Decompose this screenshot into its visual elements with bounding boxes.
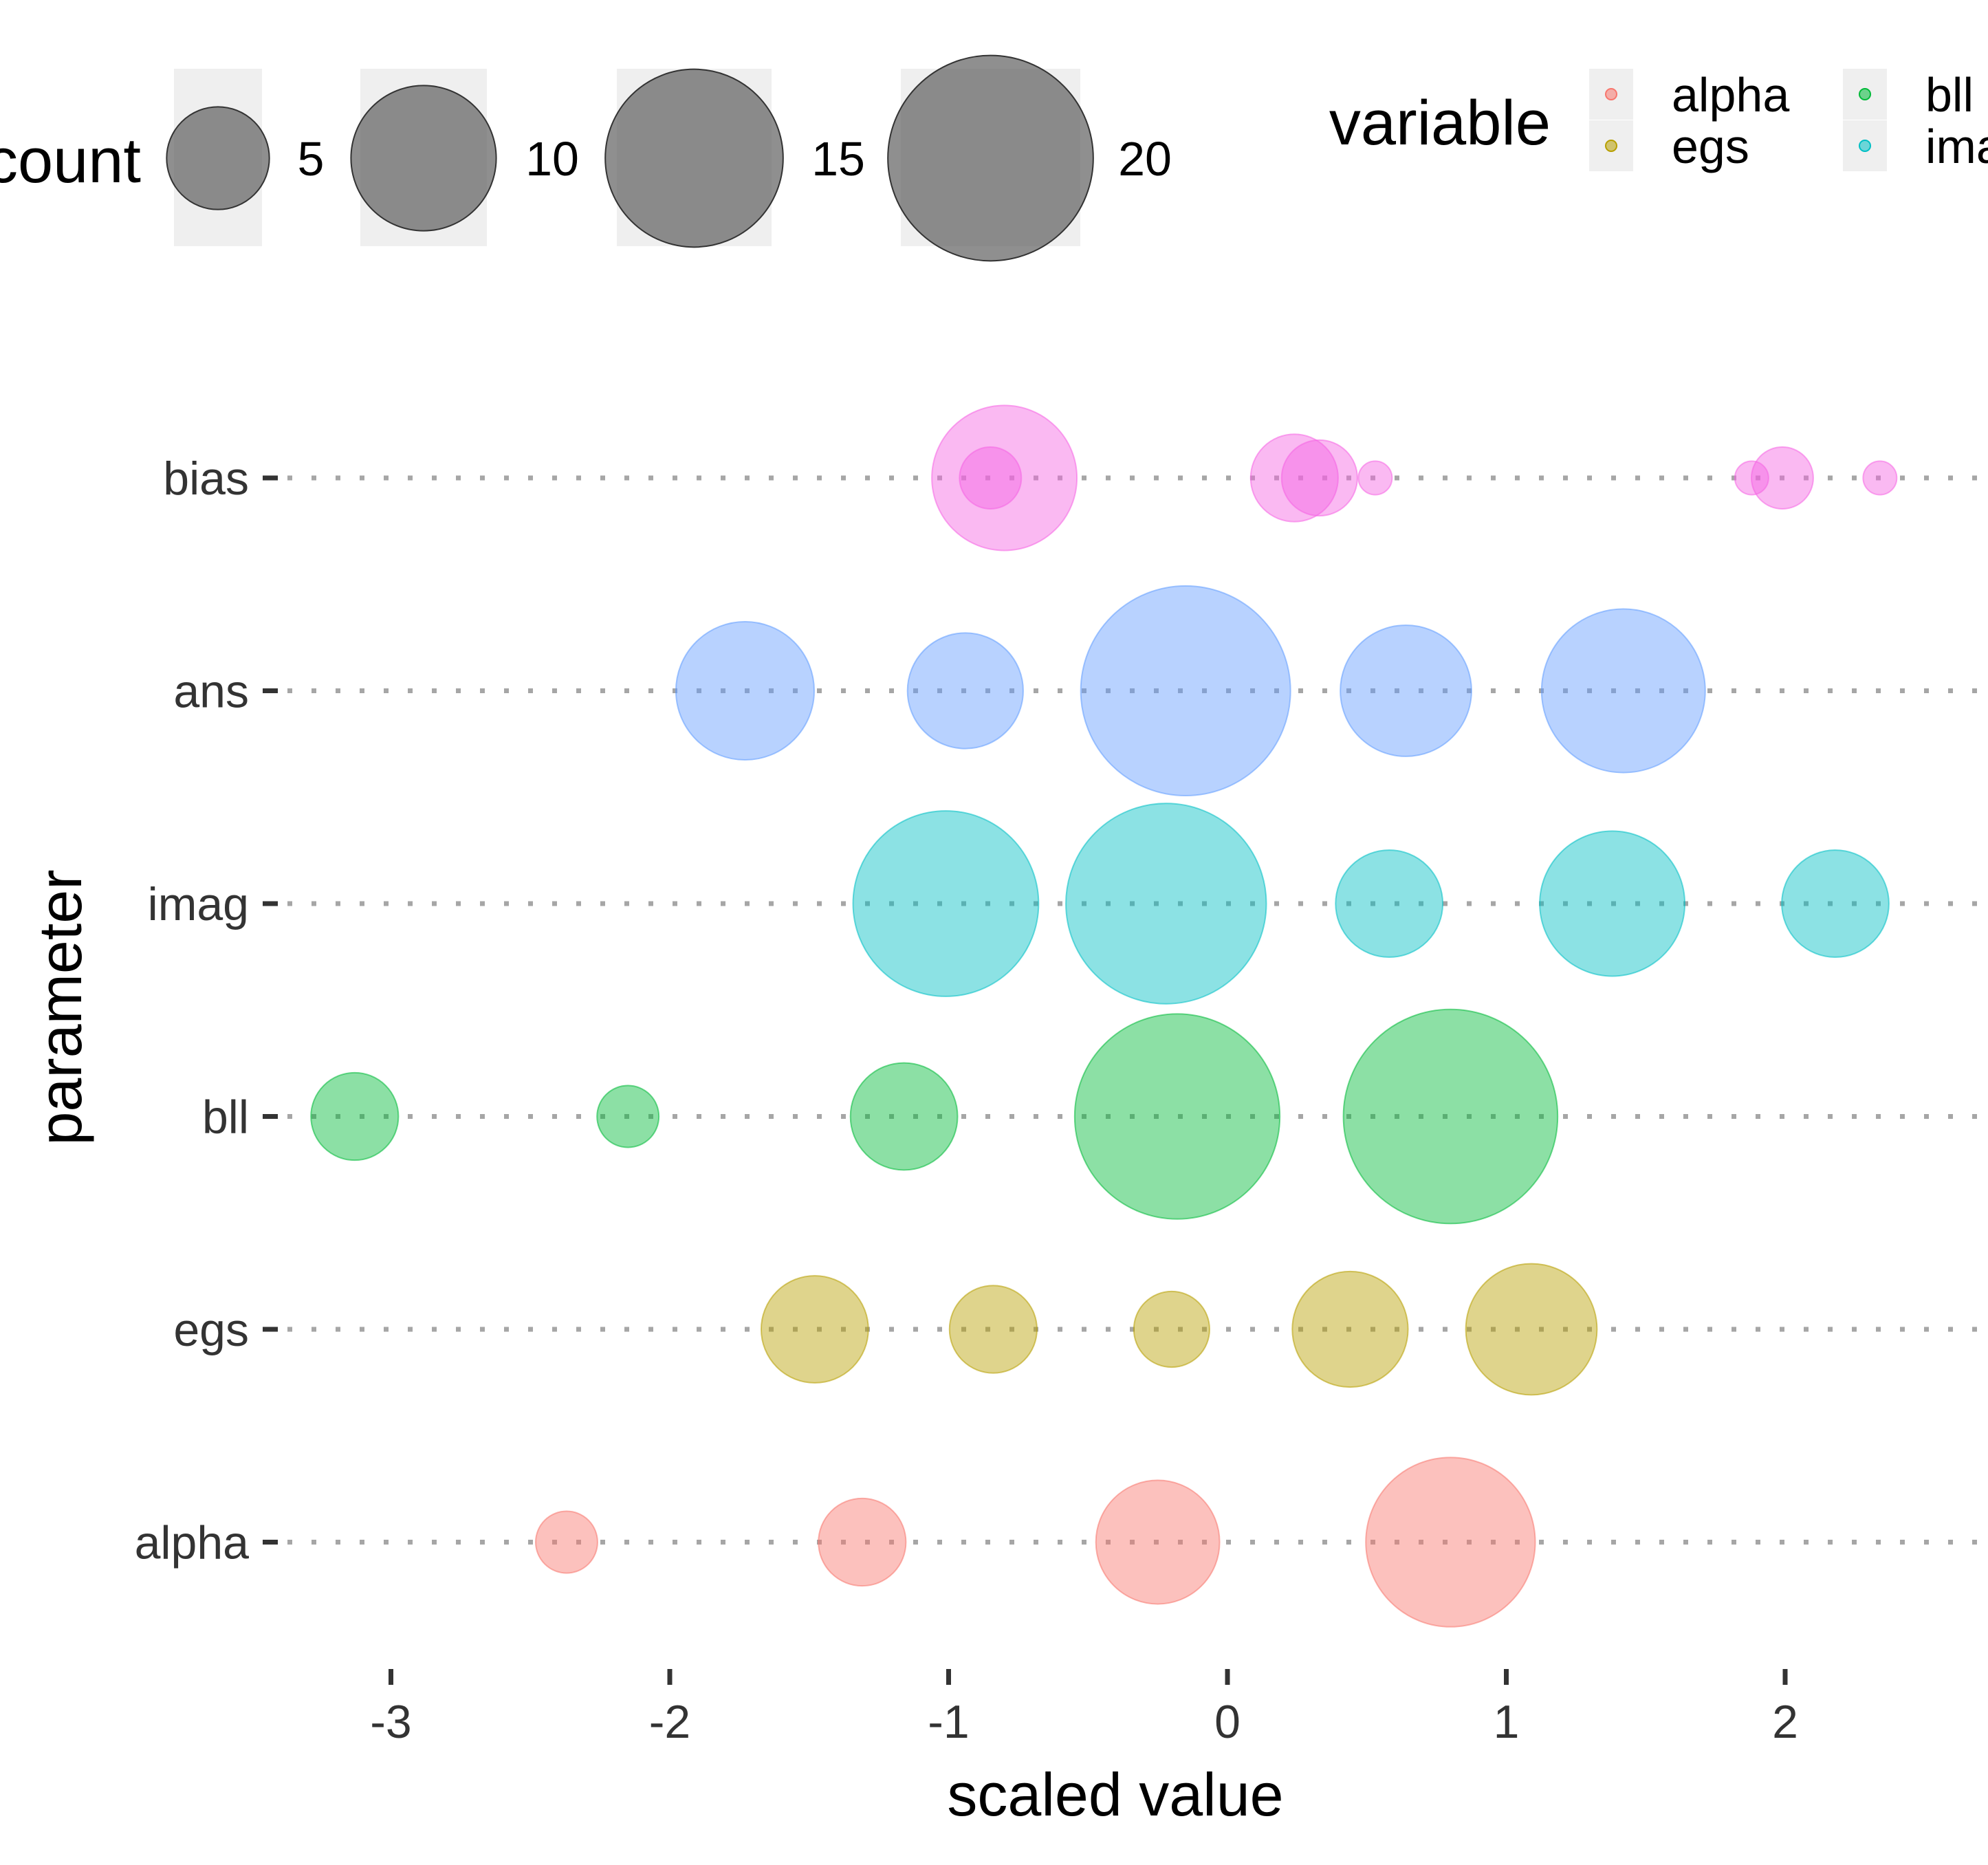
- bubble-alpha-2: [1095, 1479, 1221, 1605]
- bubble-bias-7: [1862, 460, 1898, 496]
- bubble-imag-2: [1335, 849, 1444, 958]
- size-key-circle-20: [887, 54, 1094, 262]
- color-key-dot-egs: [1605, 140, 1617, 152]
- bubble-alpha-1: [818, 1497, 907, 1587]
- bubble-bias-1: [959, 446, 1023, 510]
- color-key-label-alpha: alpha: [1672, 68, 1789, 122]
- bubble-bll-3: [1073, 1013, 1281, 1220]
- bubble-imag-3: [1539, 830, 1686, 977]
- bubble-ans-4: [1540, 608, 1706, 774]
- bubble-bias-4: [1357, 460, 1393, 496]
- color-key-dot-bll: [1859, 88, 1871, 100]
- color-key-dot-alpha: [1605, 88, 1617, 100]
- bubble-ans-0: [675, 620, 816, 761]
- x-axis-title: scaled value: [947, 1760, 1283, 1829]
- x-tick-label-2: 2: [1772, 1696, 1798, 1748]
- y-tick-label-imag: imag: [148, 878, 249, 930]
- bubble-bias-0: [931, 404, 1078, 552]
- bubble-bll-0: [310, 1071, 400, 1161]
- size-key-label-10: 10: [525, 132, 579, 186]
- size-key-circle-15: [604, 68, 784, 248]
- bubble-bias-3: [1280, 439, 1358, 517]
- bubble-egs-2: [1133, 1290, 1210, 1368]
- y-axis-title: parameter: [26, 869, 94, 1145]
- bubble-bll-4: [1342, 1008, 1559, 1225]
- bubble-egs-4: [1465, 1263, 1598, 1396]
- y-tick-label-bias: bias: [163, 452, 249, 505]
- x-tick-label-0: 0: [1214, 1696, 1241, 1748]
- bubble-ans-1: [906, 632, 1024, 750]
- bubble-ans-3: [1340, 624, 1472, 757]
- size-key-circle-5: [166, 106, 270, 210]
- size-key-label-15: 15: [811, 132, 865, 186]
- bubble-imag-0: [852, 810, 1040, 997]
- bubble-alpha-0: [534, 1510, 598, 1574]
- bubble-imag-1: [1065, 803, 1267, 1005]
- size-key-label-20: 20: [1118, 132, 1172, 186]
- size-legend: count 5 10 15 20: [0, 54, 1172, 262]
- x-tick-label--2: -2: [649, 1696, 690, 1748]
- y-axis: alpha egs bll imag ans bias: [135, 452, 278, 1569]
- y-tick-label-ans: ans: [173, 666, 249, 718]
- color-key-label-egs: egs: [1672, 120, 1749, 173]
- y-tick-label-alpha: alpha: [135, 1517, 250, 1569]
- y-tick-label-bll: bll: [202, 1091, 249, 1144]
- bubble-egs-0: [760, 1275, 869, 1384]
- color-key-label-ima: ima: [1925, 120, 1988, 173]
- bubble-bias-2: [1249, 433, 1339, 523]
- size-key-circle-10: [350, 85, 497, 232]
- size-key-label-5: 5: [298, 132, 325, 186]
- x-tick-label--1: -1: [928, 1696, 969, 1748]
- bubble-bias-6: [1750, 446, 1814, 510]
- y-tick-label-egs: egs: [173, 1304, 249, 1356]
- color-legend-title: variable: [1329, 88, 1551, 158]
- bubble-egs-3: [1291, 1270, 1409, 1388]
- x-tick-label--3: -3: [370, 1696, 411, 1748]
- bubbles: [310, 404, 1898, 1628]
- bubble-bll-2: [849, 1062, 959, 1171]
- color-key-dot-ima: [1859, 140, 1871, 152]
- bubble-alpha-3: [1365, 1457, 1536, 1628]
- color-key-label-bll: bll: [1925, 68, 1974, 122]
- bubble-bll-1: [596, 1084, 660, 1148]
- bubble-ans-2: [1080, 585, 1291, 797]
- x-axis: -3 -2 -1 0 1 2: [370, 1669, 1798, 1748]
- x-tick-label-1: 1: [1494, 1696, 1520, 1748]
- bubble-imag-4: [1781, 849, 1890, 958]
- bubble-egs-1: [948, 1285, 1038, 1374]
- size-legend-title: count: [0, 126, 141, 196]
